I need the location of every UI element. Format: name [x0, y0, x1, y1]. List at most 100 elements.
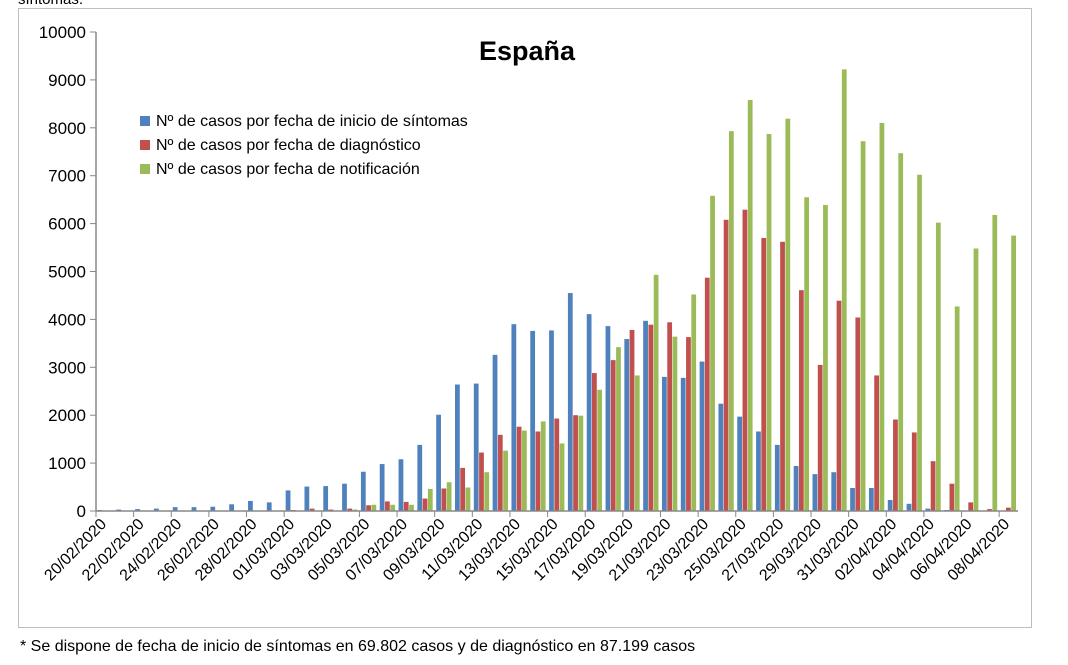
bar-series-2 — [785, 118, 791, 511]
bar-series-1 — [987, 509, 992, 511]
bar-series-0 — [436, 414, 441, 511]
bar-series-0 — [511, 324, 517, 511]
y-tick-label: 0 — [77, 502, 86, 521]
bar-series-1 — [780, 241, 785, 511]
bar-series-1 — [949, 483, 955, 511]
bar-series-1 — [704, 277, 710, 511]
bar-series-0 — [718, 403, 724, 511]
bar-series-2 — [540, 421, 546, 511]
bar-series-0 — [680, 377, 686, 511]
bar-series-1 — [591, 373, 597, 511]
bar-series-0 — [567, 293, 573, 511]
bar-series-2 — [935, 222, 941, 511]
header-text: síntomas. — [18, 0, 83, 8]
bar-series-0 — [191, 507, 197, 511]
legend-label: Nº de casos por fecha de notificación — [156, 161, 420, 178]
bar-series-0 — [906, 503, 912, 511]
bar-series-2 — [409, 504, 414, 511]
legend-swatch — [140, 164, 150, 174]
bar-series-1 — [911, 432, 917, 511]
bar-series-0 — [737, 416, 743, 511]
bar-series-2 — [446, 482, 452, 511]
bar-series-2 — [954, 306, 960, 511]
bar-series-2 — [728, 131, 734, 511]
legend-swatch — [140, 116, 150, 126]
legend-label: Nº de casos por fecha de inicio de sínto… — [156, 113, 468, 130]
bar-series-0 — [304, 486, 310, 511]
bar-series-1 — [516, 426, 522, 511]
bar-series-0 — [850, 488, 855, 511]
bar-series-0 — [831, 472, 837, 511]
bar-series-2 — [597, 389, 603, 511]
bar-series-1 — [968, 502, 974, 511]
bar-series-0 — [323, 486, 329, 511]
legend-label: Nº de casos por fecha de diagnóstico — [156, 137, 421, 154]
chart-frame — [18, 8, 1032, 628]
bar-series-2 — [917, 174, 922, 511]
y-tick-label: 7000 — [48, 167, 86, 186]
bar-series-1 — [798, 290, 804, 511]
bar-series-1 — [893, 419, 898, 511]
bar-series-0 — [153, 508, 159, 511]
bar-series-0 — [868, 488, 874, 511]
bar-series-0 — [360, 471, 366, 511]
bar-series-1 — [497, 434, 503, 511]
bar-series-2 — [1011, 235, 1016, 511]
chart-title: España — [479, 36, 576, 66]
bar-series-2 — [465, 487, 471, 511]
bar-series-2 — [616, 347, 621, 511]
bar-series-2 — [653, 274, 659, 511]
bar-series-0 — [473, 383, 479, 511]
bar-series-0 — [549, 330, 554, 511]
bar-series-0 — [248, 500, 253, 511]
bar-series-0 — [135, 509, 140, 511]
bar-series-1 — [573, 415, 578, 511]
bar-series-2 — [634, 375, 640, 511]
bar-series-2 — [879, 123, 885, 511]
bar-series-0 — [379, 464, 385, 511]
bar-series-1 — [385, 501, 390, 511]
bar-series-1 — [347, 508, 353, 511]
bar-series-1 — [403, 501, 409, 511]
bar-series-1 — [610, 360, 616, 511]
bar-series-0 — [342, 483, 347, 511]
bar-series-2 — [371, 504, 377, 511]
y-tick-label: 8000 — [48, 119, 86, 138]
bar-series-1 — [479, 452, 484, 511]
bar-series-1 — [1005, 507, 1011, 511]
bar-series-2 — [766, 134, 772, 512]
bar-series-1 — [761, 237, 767, 511]
bar-series-1 — [723, 219, 729, 511]
bar-series-1 — [535, 431, 541, 511]
bar-series-1 — [836, 300, 842, 511]
bar-series-2 — [578, 415, 584, 511]
bar-series-2 — [710, 195, 715, 511]
bar-series-1 — [422, 498, 428, 511]
bar-series-0 — [774, 444, 780, 511]
bar-series-0 — [229, 504, 234, 511]
bar-series-0 — [210, 506, 216, 511]
y-tick-label: 10000 — [39, 23, 86, 42]
bar-series-0 — [605, 326, 611, 511]
y-tick-label: 4000 — [48, 310, 86, 329]
bar-series-1 — [366, 505, 371, 511]
bar-series-0 — [172, 507, 178, 511]
bar-series-0 — [455, 384, 460, 511]
bar-series-2 — [841, 69, 847, 511]
bar-series-0 — [266, 502, 272, 511]
chart: España 0 1000 2000 3000 4000 5000 6000 7000 8000… — [39, 23, 1018, 584]
bar-series-2 — [484, 472, 490, 511]
y-tick-label: 2000 — [48, 406, 86, 425]
bar-series-1 — [667, 322, 673, 511]
bar-series-1 — [460, 467, 466, 511]
bar-series-1 — [554, 418, 560, 511]
bar-series-2 — [973, 248, 979, 511]
y-tick-label: 1000 — [48, 454, 86, 473]
bar-series-0 — [530, 330, 536, 511]
bar-series-2 — [390, 504, 396, 511]
bar-series-0 — [398, 459, 404, 511]
y-tick-label: 6000 — [48, 215, 86, 234]
legend-swatch — [140, 140, 150, 150]
bar-series-0 — [699, 361, 705, 511]
bar-series-2 — [427, 488, 433, 511]
